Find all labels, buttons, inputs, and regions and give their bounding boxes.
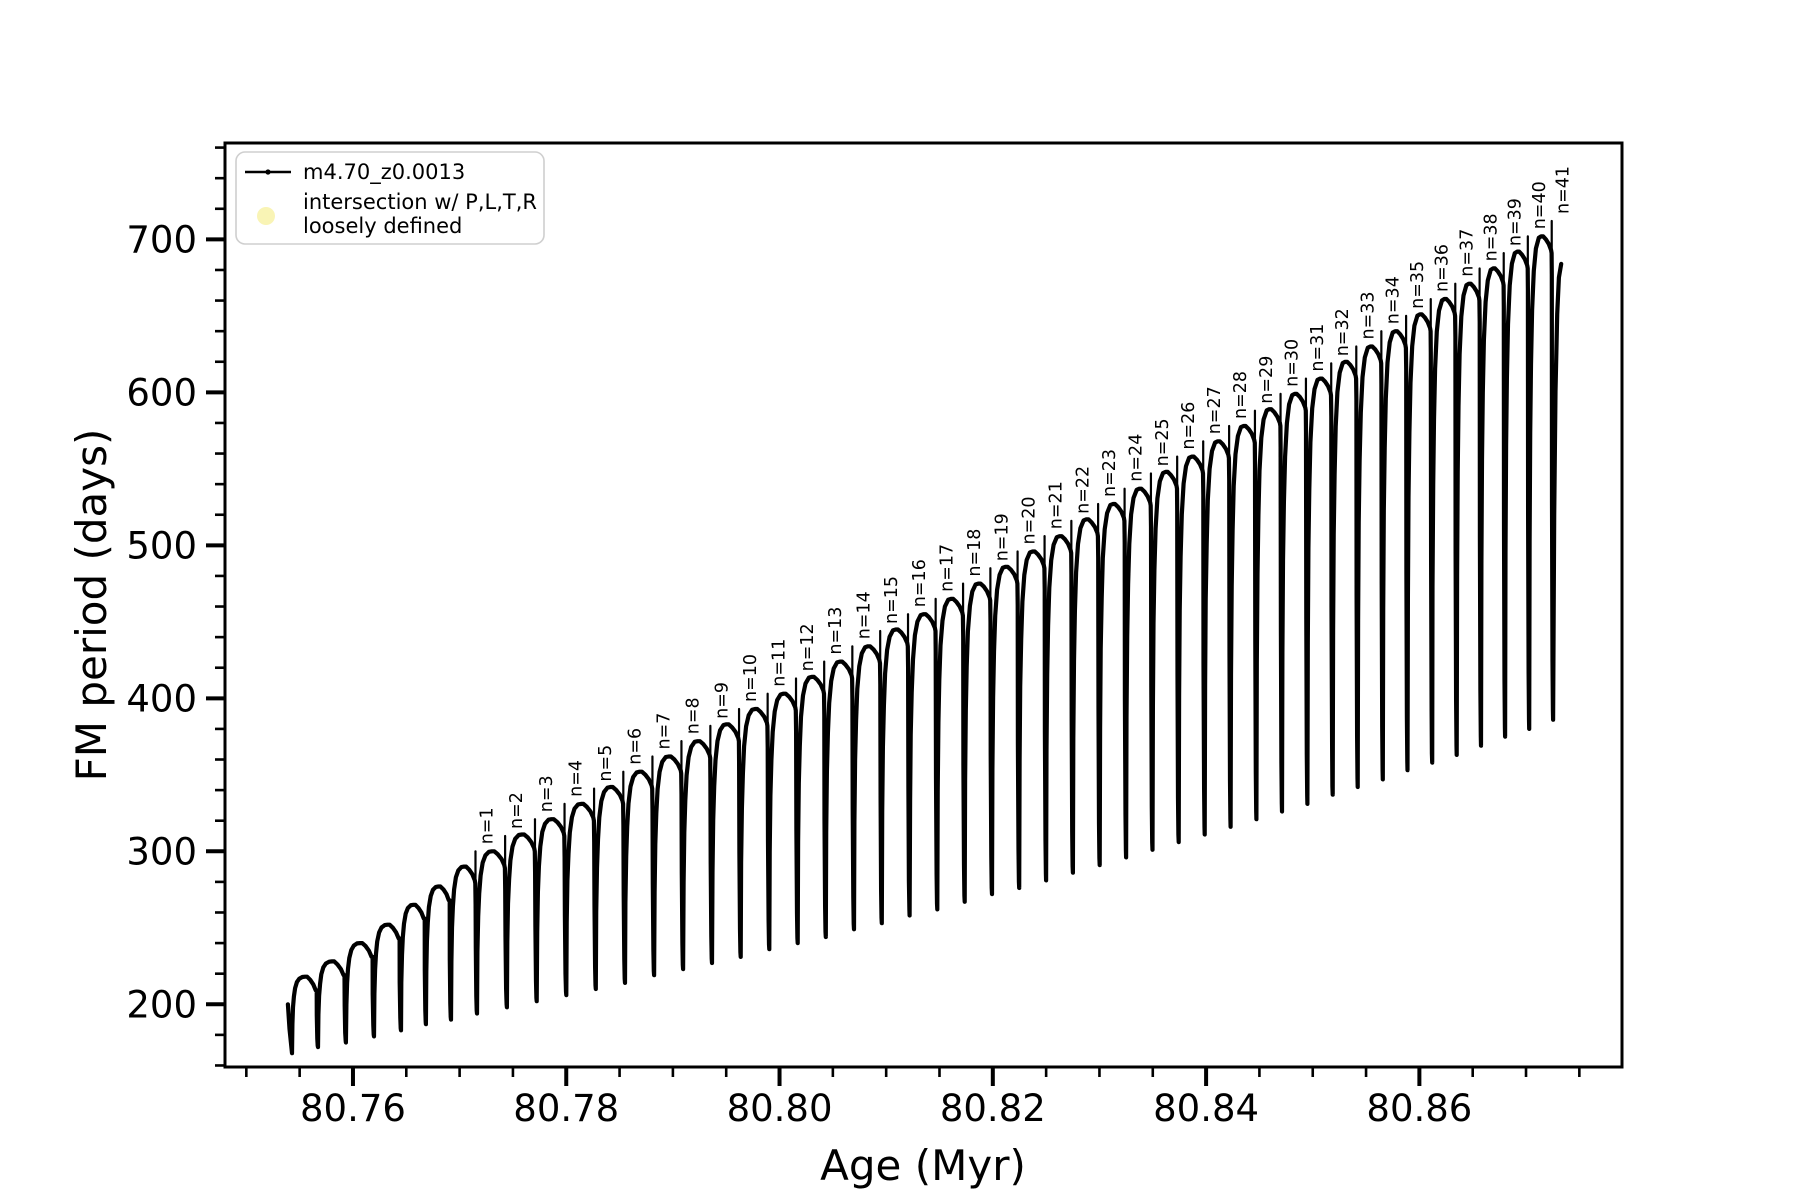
x-tick-label: 80.84	[1153, 1087, 1259, 1130]
tick-labels: 80.76 80.78 80.80 80.82 80.84 80.86 200 300 400 5…	[126, 218, 1472, 1130]
minor-ticks	[215, 146, 1581, 1077]
n-annotation: n=23	[1100, 449, 1120, 497]
y-tick-label: 600	[126, 371, 197, 414]
y-tick-label: 700	[126, 218, 197, 261]
n-annotation: n=19	[992, 513, 1012, 561]
n-annotation: n=16	[910, 559, 930, 607]
n-annotation: n=27	[1205, 386, 1225, 434]
legend-entry-intersection-line2: loosely defined	[303, 214, 462, 238]
legend-circle-marker	[257, 207, 275, 225]
n-annotation: n=24	[1127, 434, 1147, 482]
x-tick-label: 80.78	[513, 1087, 619, 1130]
n-annotation: n=10	[741, 654, 761, 702]
n-annotation: n=40	[1530, 181, 1550, 229]
n-annotation: n=31	[1308, 324, 1328, 372]
n-annotation: n=6	[625, 728, 645, 765]
fm-period-curve	[285, 234, 1564, 1056]
n-annotation: n=17	[938, 544, 958, 592]
n-annotation: n=14	[854, 591, 874, 639]
n-annotation: n=7	[654, 713, 674, 750]
y-tick-label: 500	[126, 524, 197, 567]
n-annotation: n=37	[1457, 229, 1477, 277]
legend-frame	[235, 151, 545, 245]
n-annotation: n=5	[596, 745, 616, 782]
n-annotation: n=9	[712, 682, 732, 719]
n-annotation: n=39	[1506, 198, 1526, 246]
n-annotation: n=21	[1047, 481, 1067, 529]
major-ticks	[206, 237, 1422, 1086]
n-annotation: n=22	[1073, 466, 1093, 514]
y-tick-label: 200	[126, 983, 197, 1026]
x-tick-label: 80.82	[940, 1087, 1046, 1130]
n-annotation: n=4	[567, 760, 587, 797]
n-annotation: n=38	[1482, 213, 1502, 261]
x-tick-label: 80.80	[727, 1087, 833, 1130]
legend-entry-series-label: m4.70_z0.0013	[303, 160, 465, 185]
x-tick-label: 80.86	[1366, 1087, 1472, 1130]
x-axis-label: Age (Myr)	[820, 1141, 1026, 1190]
legend: m4.70_z0.0013 intersection w/ P,L,T,R lo…	[235, 151, 545, 245]
n-annotation: n=30	[1283, 339, 1303, 387]
n-annotation: n=29	[1257, 356, 1277, 404]
n-annotation: n=26	[1179, 402, 1199, 450]
y-tick-label: 300	[126, 830, 197, 873]
n-annotation: n=2	[507, 792, 527, 829]
n-annotation: n=25	[1153, 418, 1173, 466]
y-tick-label: 400	[126, 677, 197, 720]
n-annotation: n=18	[965, 529, 985, 577]
n-annotation: n=28	[1231, 371, 1251, 419]
data-series-curve	[285, 219, 1564, 1056]
legend-entry-intersection-line1: intersection w/ P,L,T,R	[303, 190, 537, 214]
n-annotation: n=8	[683, 697, 703, 734]
n-annotation: n=34	[1383, 276, 1403, 324]
n-annotation: n=36	[1433, 244, 1453, 292]
plot-frame	[223, 141, 1624, 1069]
n-annotation: n=11	[770, 639, 790, 687]
n-annotation: n=3	[537, 775, 557, 812]
legend-line-dot-marker	[265, 169, 271, 175]
y-axis-label: FM period (days)	[67, 429, 116, 782]
n-annotation: n=33	[1358, 291, 1378, 339]
n-annotation: n=15	[882, 576, 902, 624]
cycle-number-annotations: n=1 n=2 n=3 n=4 n=5 n=6 n=7 n=8 n=9 n=10 n=11 n=12 n…	[478, 166, 1574, 844]
n-annotation: n=20	[1020, 496, 1040, 544]
n-annotation: n=32	[1333, 308, 1353, 356]
n-annotation: n=41	[1554, 166, 1574, 214]
n-annotation: n=35	[1408, 261, 1428, 309]
x-tick-label: 80.76	[300, 1087, 406, 1130]
n-annotation: n=1	[478, 807, 498, 844]
n-annotation: n=12	[798, 623, 818, 671]
n-annotation: n=13	[826, 607, 846, 655]
